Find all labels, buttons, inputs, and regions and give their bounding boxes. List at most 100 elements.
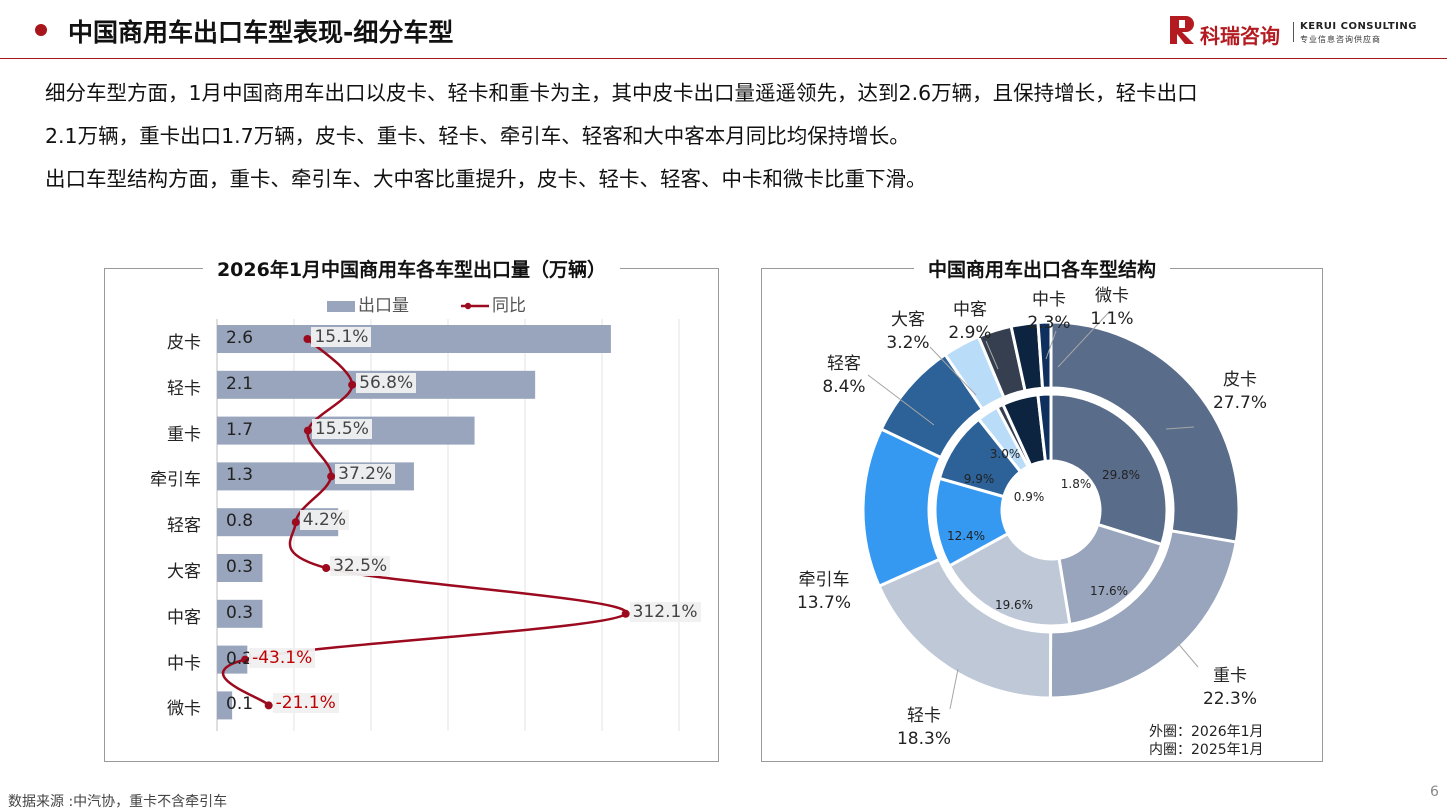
inner-label-中客: 0.9% [1013,490,1045,504]
legend-label-volume: 出口量 [358,296,409,316]
yoy-label-中卡: -43.1% [249,647,316,668]
leader-line-轻卡 [949,668,959,710]
outer-label-name-中卡: 中卡 [1032,290,1066,310]
yoy-label-轻卡: 56.8% [356,372,417,393]
category-label-大客: 大客 [167,562,201,582]
outer-label-中卡: 中卡 2.3% [1009,289,1089,335]
yoy-point-微卡 [264,701,273,710]
bar-微卡 [217,691,233,720]
leader-line-重卡 [1175,640,1199,668]
bar-value-皮卡: 2.6 [226,328,254,348]
export-volume-chart-title: 2026年1月中国商用车各车型出口量（万辆） [202,255,621,282]
outer-slice-皮卡 [1049,320,1241,544]
structure-donut-panel: 中国商用车出口各车型结构 皮卡 27.7% 重卡 22.3% 轻卡 18.3% 牵引车 13.… [761,255,1323,762]
bar-value-轻客: 0.8 [226,511,254,532]
legend-swatch-yoy [461,302,489,310]
yoy-point-大客 [322,564,331,572]
summary-line-3: 出口车型结构方面，重卡、牵引车、大中客比重提升，皮卡、轻卡、轻客、中卡和微卡比重… [45,167,927,191]
summary-line-1: 细分车型方面，1月中国商用车出口以皮卡、轻卡和重卡为主，其中皮卡出口量遥遥领先，… [45,81,1198,105]
bar-value-牵引车: 1.3 [226,465,254,486]
outer-label-value-轻客: 8.4% [822,377,866,397]
leader-line-大客 [929,346,977,396]
outer-label-中客: 中客 2.9% [930,299,1010,345]
bar-value-大客: 0.3 [226,557,254,577]
outer-ring-note: 外圈：2026年1月 [1149,724,1264,740]
bar-value-微卡: 0.1 [226,694,254,715]
inner-label-重卡: 17.6% [1089,584,1129,598]
yoy-point-轻客 [291,518,300,527]
data-source-note: 数据来源 :中汽协，重卡不含牵引车 [8,794,228,810]
bar-value-中卡: 0.2 [226,648,254,669]
yoy-point-中卡 [241,655,250,664]
yoy-label-微卡: -21.1% [272,693,339,714]
outer-label-name-轻客: 轻客 [827,354,861,374]
leader-line-皮卡 [1165,426,1195,430]
outer-label-name-皮卡: 皮卡 [1223,370,1257,390]
outer-label-name-牵引车: 牵引车 [798,570,850,590]
inner-label-轻客: 9.9% [963,472,995,486]
category-label-中卡: 中卡 [167,653,201,674]
bar-value-轻卡: 2.1 [226,373,254,394]
inner-slice-微卡 [1036,392,1053,463]
outer-label-value-中客: 2.9% [948,323,992,343]
outer-label-value-微卡: 1.1% [1090,309,1134,329]
leader-line-微卡 [1057,310,1111,368]
outer-label-重卡: 重卡 22.3% [1190,665,1270,711]
yoy-label-重卡: 15.5% [311,418,372,439]
yoy-point-皮卡 [303,335,312,343]
category-label-中客: 中客 [167,607,201,628]
inner-label-大客: 3.0% [989,447,1021,461]
slide-title: 中国商用车出口车型表现-细分车型 [68,18,454,47]
structure-donut-title: 中国商用车出口各车型结构 [913,255,1170,282]
double-donut-chart [861,310,1241,710]
yoy-label-中客: 312.1% [629,601,701,622]
outer-label-微卡: 微卡 1.1% [1072,285,1152,331]
outer-label-value-中卡: 2.3% [1027,313,1071,333]
category-label-皮卡: 皮卡 [167,333,201,353]
category-label-重卡: 重卡 [167,424,201,445]
inner-slice-轻卡 [947,531,1072,628]
outer-label-皮卡: 皮卡 27.7% [1200,369,1280,415]
logo-text-en: KERUI CONSULTING [1300,21,1417,32]
outer-label-name-重卡: 重卡 [1213,666,1247,686]
yoy-point-牵引车 [327,472,336,481]
leader-line-轻客 [867,374,935,426]
legend-label-yoy: 同比 [492,296,526,316]
summary-text: 细分车型方面，1月中国商用车出口以皮卡、轻卡和重卡为主，其中皮卡出口量遥遥领先，… [45,72,1415,201]
yoy-point-轻卡 [348,380,357,389]
kerui-logo-icon [1170,16,1194,44]
yoy-label-皮卡: 15.1% [311,327,372,347]
inner-ring-note: 内圈：2025年1月 [1149,742,1264,758]
logo-text-cn: 科瑞咨询 [1200,24,1280,48]
category-label-轻卡: 轻卡 [167,378,201,399]
outer-label-name-轻卡: 轻卡 [907,706,941,726]
leader-line-中客 [985,340,999,370]
inner-label-皮卡: 29.8% [1101,468,1141,482]
logo-divider [1293,22,1294,42]
outer-label-轻卡: 轻卡 18.3% [884,705,964,751]
summary-line-2: 2.1万辆，重卡出口1.7万辆，皮卡、重卡、轻卡、牵引车、轻客和大中客本月同比均… [45,124,910,148]
outer-label-value-皮卡: 27.7% [1212,393,1267,413]
bar-中客 [217,599,263,628]
page-number: 6 [1430,784,1439,800]
outer-slice-重卡 [1048,529,1238,700]
yoy-point-重卡 [303,426,312,435]
yoy-point-中客 [621,609,630,618]
legend-item-yoy: 同比 [460,291,526,316]
yoy-label-牵引车: 37.2% [335,464,396,485]
legend-swatch-volume [327,300,355,312]
header-rule [0,58,1447,59]
outer-label-轻客: 轻客 8.4% [804,353,884,399]
category-label-轻客: 轻客 [167,516,201,537]
outer-label-value-重卡: 22.3% [1202,689,1257,709]
outer-label-name-微卡: 微卡 [1095,286,1129,306]
legend-item-volume: 出口量 [327,291,409,316]
bar-皮卡 [217,325,611,353]
inner-label-微卡: 1.8% [1060,477,1092,491]
bar-大客 [217,554,263,582]
yoy-label-大客: 32.5% [330,556,391,576]
category-label-微卡: 微卡 [167,699,201,720]
title-bullet [35,24,47,36]
outer-label-name-大客: 大客 [891,310,925,330]
outer-label-value-轻卡: 18.3% [896,729,951,749]
